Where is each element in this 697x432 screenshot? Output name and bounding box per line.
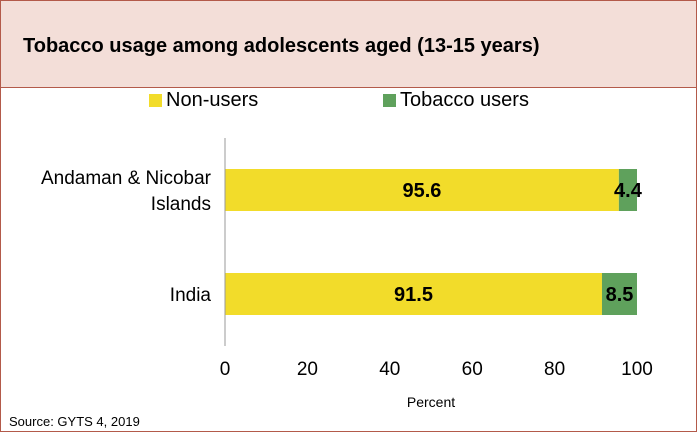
legend-label-non-users: Non-users (166, 89, 259, 111)
chart-title: Tobacco usage among adolescents aged (13… (23, 35, 540, 57)
category-label-1-line-0: India (170, 285, 212, 306)
x-tick-label-4: 80 (544, 359, 565, 380)
legend-swatch-non-users (149, 94, 162, 107)
x-tick-label-3: 60 (462, 359, 483, 380)
legend-item-tobacco-users: Tobacco users (383, 89, 529, 112)
legend: Non-users Tobacco users (1, 89, 696, 117)
legend-item-non-users: Non-users (149, 89, 258, 112)
data-label-tobacco-users-1: 8.5 (606, 284, 634, 306)
bar-non-users-1 (225, 273, 602, 315)
x-tick-label-2: 40 (379, 359, 400, 380)
data-label-tobacco-users-0: 4.4 (614, 180, 643, 202)
x-tick-label-5: 100 (621, 359, 653, 380)
data-label-non-users-0: 95.6 (402, 180, 441, 202)
category-label-0-line-0: Andaman & Nicobar (41, 168, 212, 189)
x-tick-label-0: 0 (220, 359, 231, 380)
bar-tobacco-users-0 (618, 169, 637, 211)
x-tick-label-1: 20 (297, 359, 318, 380)
title-bar: Tobacco usage among adolescents aged (13… (1, 1, 696, 88)
bar-tobacco-users-1 (601, 273, 637, 315)
legend-swatch-tobacco-users (383, 94, 396, 107)
data-label-non-users-1: 91.5 (394, 284, 433, 306)
source-note: Source: GYTS 4, 2019 (9, 414, 140, 429)
bar-non-users-0 (225, 169, 619, 211)
legend-label-tobacco-users: Tobacco users (400, 89, 529, 111)
x-axis-title: Percent (407, 394, 455, 410)
category-label-0-line-1: Islands (151, 194, 211, 215)
